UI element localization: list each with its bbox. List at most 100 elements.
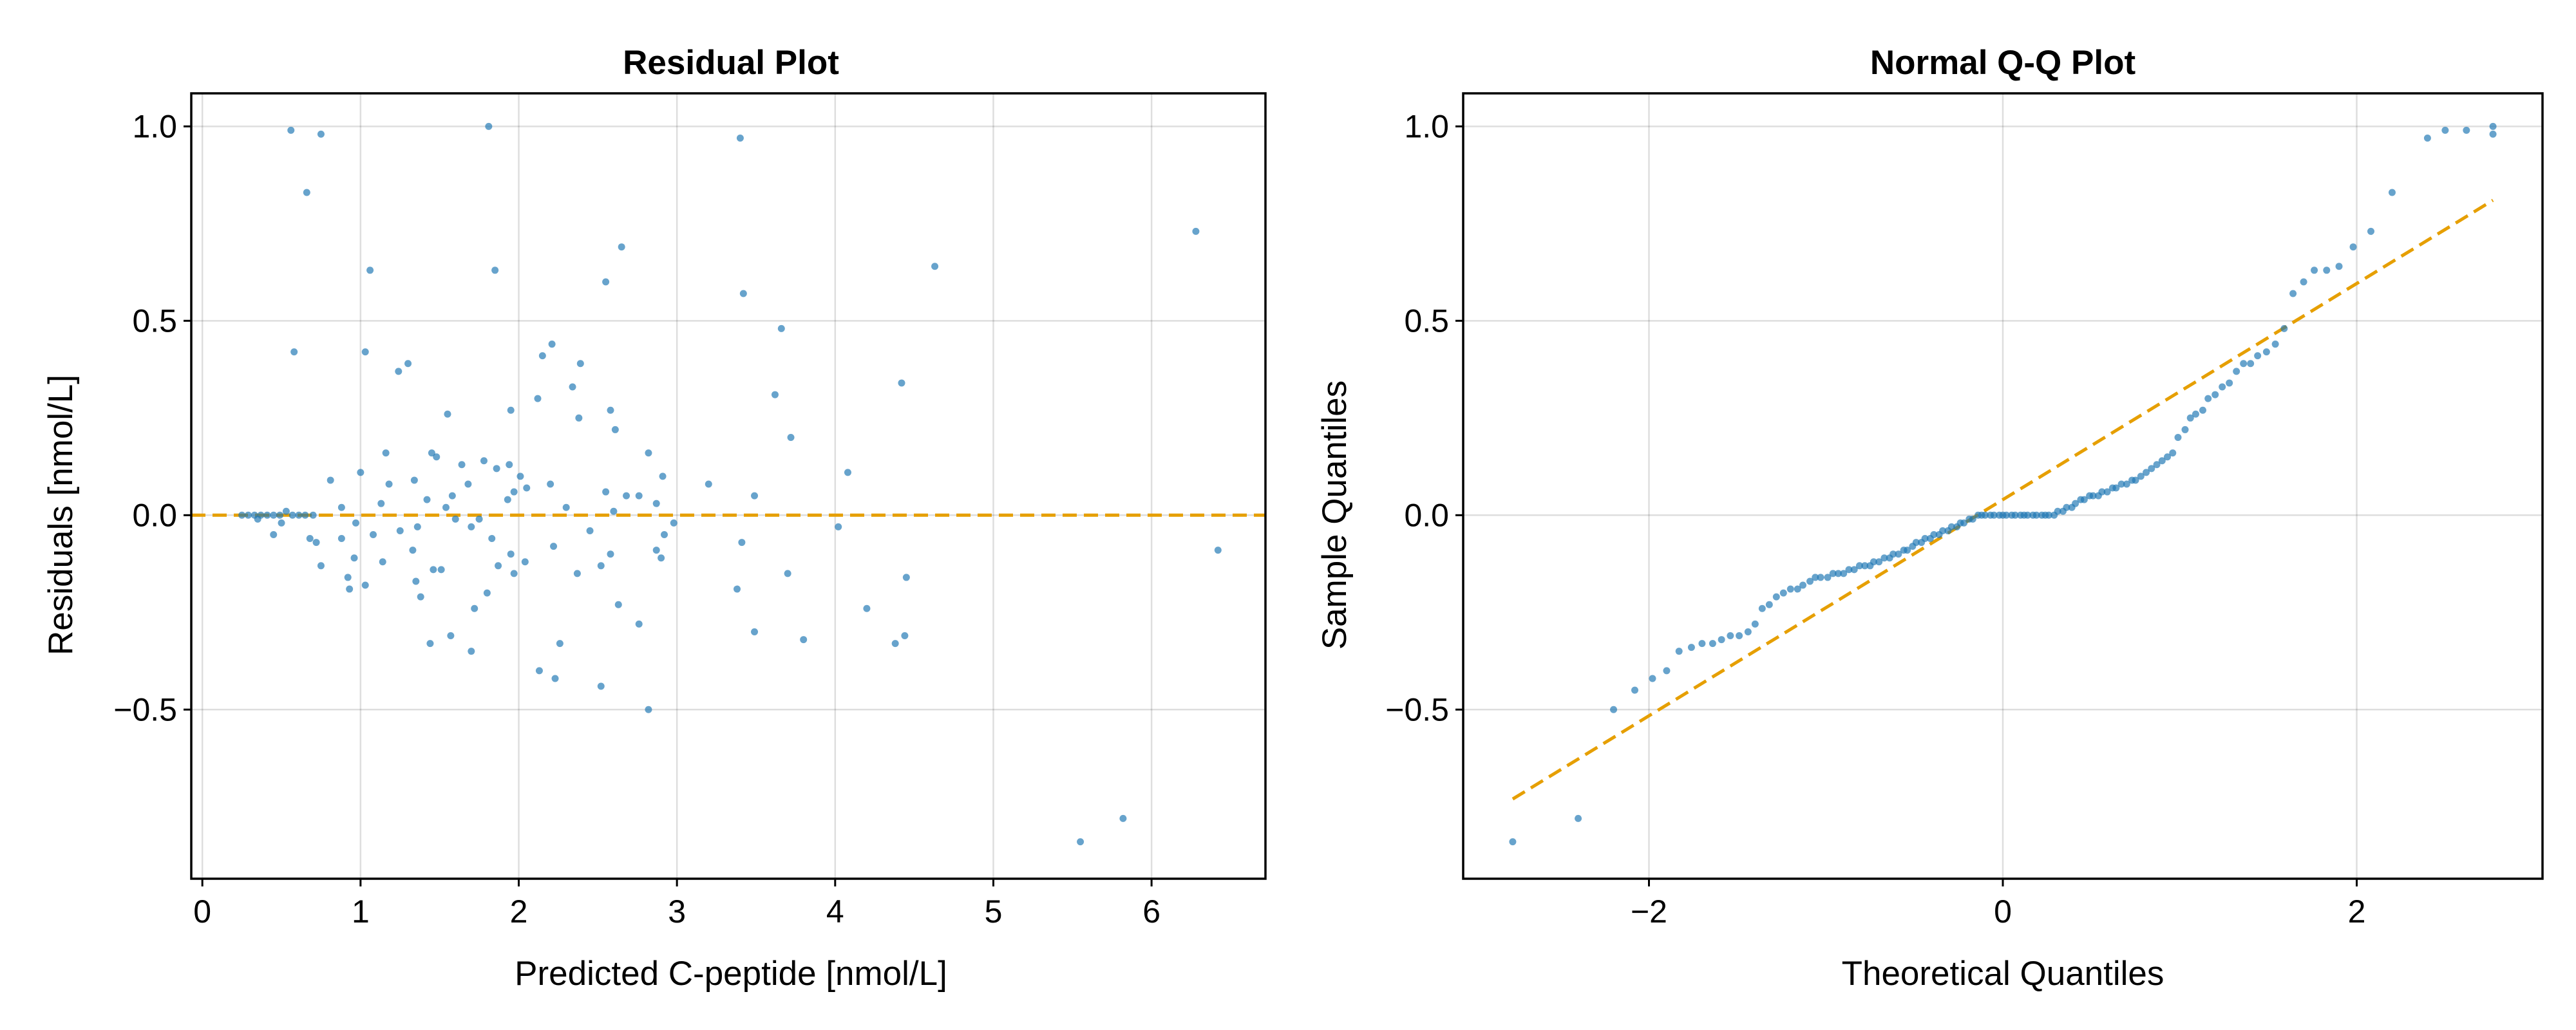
qq-plot-point: [2054, 507, 2061, 515]
residual-plot-xtick-label: 6: [1142, 894, 1160, 930]
residual-plot-point: [447, 632, 455, 640]
qq-plot-point: [1631, 686, 1639, 694]
qq-plot-point: [2103, 488, 2111, 496]
residual-plot-point: [1119, 814, 1127, 822]
residual-plot-point: [898, 379, 905, 387]
residual-plot-point: [276, 511, 284, 519]
residual-plot-point: [562, 503, 570, 511]
qq-plot-point: [1880, 554, 1888, 562]
residual-plot-point: [426, 640, 434, 648]
residual-plot-point: [521, 558, 529, 566]
qq-plot-point: [1889, 550, 1897, 558]
residual-plot-point: [317, 130, 325, 138]
residual-plot-point: [451, 515, 459, 523]
qq-plot-point: [2388, 189, 2396, 196]
qq-plot-point: [2045, 511, 2052, 519]
residual-plot-ytick-label: 1.0: [132, 108, 177, 144]
residual-plot-point: [597, 562, 605, 570]
residual-plot-point: [423, 496, 431, 503]
qq-plot-point: [1921, 535, 1929, 543]
qq-plot-point: [2132, 476, 2139, 484]
residual-plot-ytick-label: 0.0: [132, 497, 177, 533]
qq-plot-point: [2489, 122, 2497, 130]
residual-plot-point: [510, 570, 518, 577]
residual-plot-point: [303, 189, 310, 196]
residual-plot-point: [282, 507, 290, 515]
qq-plot-point: [2080, 496, 2088, 503]
qq-plot-point: [1939, 527, 1947, 534]
qq-plot-point: [1824, 574, 1832, 581]
qq-plot-point: [1718, 636, 1725, 644]
qq-plot-point: [2158, 457, 2166, 465]
residual-plot-point: [575, 414, 583, 422]
qq-plot-point: [1850, 566, 1858, 574]
residual-plot-point: [510, 488, 518, 496]
qq-plot-ylabel: Sample Quantiles: [1316, 380, 1354, 650]
residual-plot-point: [547, 480, 554, 488]
residual-plot-point: [661, 530, 668, 538]
residual-plot-point: [395, 368, 402, 375]
qq-plot-point: [2349, 243, 2357, 251]
residual-plot-point: [238, 511, 246, 519]
qq-plot-point: [2240, 360, 2248, 368]
qq-plot-point: [1990, 511, 1998, 519]
qq-plot-point: [1687, 644, 1695, 651]
residual-plot-point: [635, 492, 643, 500]
qq-plot-point: [2098, 488, 2106, 496]
qq-plot-ytick-label: 1.0: [1404, 108, 1449, 144]
residual-plot-point: [442, 503, 450, 511]
qq-plot-point: [1930, 530, 1938, 538]
residual-plot-point: [312, 539, 320, 547]
residual-plot-xtick-label: 4: [826, 894, 844, 930]
residual-plot-point: [902, 574, 910, 581]
qq-plot-point: [2148, 465, 2155, 473]
residual-plot-point: [412, 577, 420, 585]
qq-plot-point: [1758, 604, 1766, 612]
qq-plot-point: [2011, 511, 2019, 519]
residual-plot-point: [495, 562, 502, 570]
residual-plot-point: [493, 465, 500, 473]
residual-plot-point: [607, 550, 614, 558]
residual-plot-point: [573, 570, 581, 577]
qq-plot-point: [2112, 484, 2120, 492]
residual-plot-point: [550, 543, 558, 550]
qq-plot-point: [2367, 227, 2374, 235]
qq-plot-point: [1779, 589, 1787, 597]
residual-plot-point: [576, 360, 584, 368]
residual-plot-point: [491, 267, 499, 274]
residual-plot-point: [751, 492, 759, 500]
residual-plot-point: [488, 535, 496, 543]
qq-plot-point: [2174, 434, 2182, 442]
residual-plot-point: [468, 648, 475, 655]
residual-plot-point: [658, 554, 665, 562]
qq-plot-xtick-label: −2: [1631, 894, 1667, 930]
qq-plot-point: [1736, 632, 1743, 640]
residual-plot-point: [787, 434, 795, 442]
residual-plot-point: [635, 620, 643, 628]
residual-plot-point: [444, 410, 451, 418]
qq-plot-point: [2123, 480, 2130, 488]
residual-plot-point: [480, 457, 488, 465]
residual-plot-point: [464, 480, 472, 488]
qq-plot-point: [1834, 570, 1842, 577]
residual-plot-point: [611, 426, 619, 433]
qq-plot-point: [2117, 480, 2125, 488]
residual-plot-point: [352, 519, 359, 527]
qq-plot-point: [1727, 632, 1734, 640]
residual-plot-point: [523, 484, 531, 492]
residual-plot-point: [623, 492, 630, 500]
qq-plot-point: [1765, 601, 1773, 608]
qq-plot-ytick-label: 0.0: [1404, 497, 1449, 533]
residual-plot-point: [516, 473, 524, 480]
qq-plot-point: [2002, 511, 2010, 519]
qq-plot-point: [1772, 593, 1780, 601]
qq-plot-point: [1829, 570, 1837, 577]
residual-plot-point: [607, 406, 614, 414]
residual-plot-point: [1192, 227, 1200, 235]
residual-plot-point: [428, 449, 435, 457]
qq-plot-point: [2335, 263, 2343, 270]
residual-plot-point: [734, 585, 741, 593]
qq-plot-point: [2254, 352, 2262, 360]
qq-plot-point: [1751, 620, 1759, 628]
residual-plot-point: [901, 632, 909, 640]
